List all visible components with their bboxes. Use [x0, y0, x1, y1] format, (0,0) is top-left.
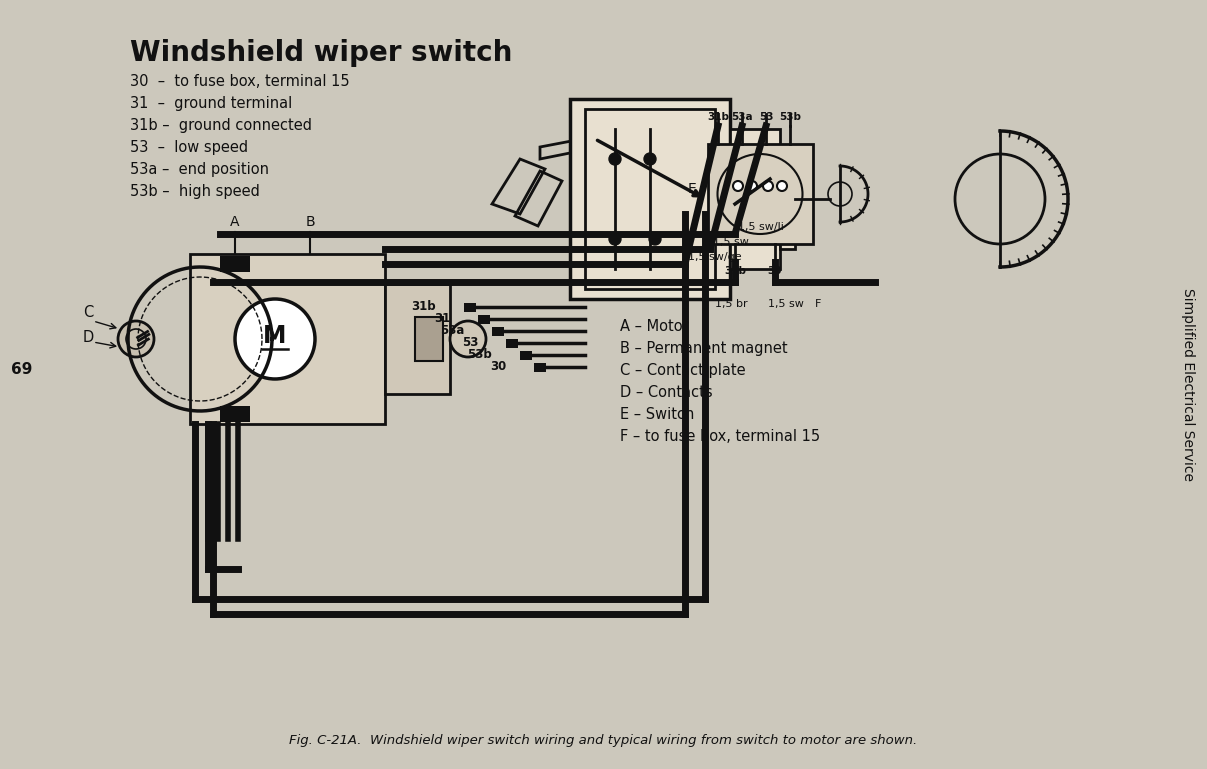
Text: A – Motor: A – Motor [620, 319, 689, 334]
Bar [506, 339, 518, 348]
Text: E: E [688, 182, 696, 196]
Bar [385, 284, 450, 394]
Bar [478, 315, 490, 324]
Circle shape [763, 181, 772, 191]
Text: Fig. C-21A.  Windshield wiper switch wiring and typical wiring from switch to mo: Fig. C-21A. Windshield wiper switch wiri… [288, 734, 917, 747]
Bar [730, 129, 780, 269]
Text: 31b: 31b [412, 299, 436, 312]
Text: 31b: 31b [707, 112, 729, 122]
Text: 53: 53 [759, 112, 774, 122]
Bar [220, 256, 250, 272]
Text: D – Contacts: D – Contacts [620, 385, 712, 400]
Bar [492, 327, 505, 336]
Text: 53b: 53b [779, 112, 801, 122]
Text: C – Contact plate: C – Contact plate [620, 363, 746, 378]
Text: 30: 30 [490, 359, 506, 372]
Bar [189, 254, 385, 424]
Text: 53  –  low speed: 53 – low speed [130, 140, 249, 155]
Bar [533, 363, 546, 372]
Text: A: A [231, 215, 240, 229]
Text: 53a –  end position: 53a – end position [130, 162, 269, 177]
Text: 53b: 53b [467, 348, 492, 361]
Text: 1,5 br: 1,5 br [715, 299, 747, 309]
Bar [570, 99, 730, 299]
Text: 1,5 sw/ge: 1,5 sw/ge [688, 252, 741, 262]
Text: 31b: 31b [724, 266, 746, 276]
Text: 1,5 sw: 1,5 sw [768, 299, 804, 309]
Circle shape [777, 181, 787, 191]
Bar [220, 406, 250, 422]
Circle shape [733, 181, 744, 191]
Text: 30: 30 [768, 266, 782, 276]
Circle shape [649, 233, 661, 245]
Circle shape [235, 299, 315, 379]
Bar [520, 351, 532, 360]
Text: 1,5 sw: 1,5 sw [713, 237, 748, 247]
Bar [415, 317, 443, 361]
Text: B: B [305, 215, 315, 229]
Text: D: D [83, 330, 94, 345]
Text: B – Permanent magnet: B – Permanent magnet [620, 341, 788, 356]
Text: F – to fuse box, terminal 15: F – to fuse box, terminal 15 [620, 429, 820, 444]
Text: 31b –  ground connected: 31b – ground connected [130, 118, 311, 133]
Text: 53: 53 [461, 335, 478, 348]
Circle shape [118, 321, 154, 357]
Text: M: M [263, 324, 287, 348]
Bar [585, 109, 715, 289]
Circle shape [610, 153, 620, 165]
Bar [709, 144, 814, 244]
Bar [780, 149, 795, 249]
Text: F: F [815, 299, 822, 309]
Text: 69: 69 [11, 361, 33, 377]
Text: Simplified Electrical Service: Simplified Electrical Service [1180, 288, 1195, 481]
Text: 53a: 53a [731, 112, 753, 122]
Circle shape [645, 153, 655, 165]
Bar [463, 303, 476, 312]
Text: E – Switch: E – Switch [620, 407, 694, 422]
Circle shape [747, 181, 757, 191]
Text: 31: 31 [433, 311, 450, 325]
Text: C: C [83, 305, 93, 320]
Text: 53a: 53a [439, 324, 463, 337]
Text: 1,5 sw/li: 1,5 sw/li [737, 222, 783, 232]
Text: 31  –  ground terminal: 31 – ground terminal [130, 96, 292, 111]
Text: 30  –  to fuse box, terminal 15: 30 – to fuse box, terminal 15 [130, 74, 350, 89]
Circle shape [610, 233, 620, 245]
Text: 53b –  high speed: 53b – high speed [130, 184, 260, 199]
Text: Windshield wiper switch: Windshield wiper switch [130, 39, 513, 67]
Circle shape [450, 321, 486, 357]
